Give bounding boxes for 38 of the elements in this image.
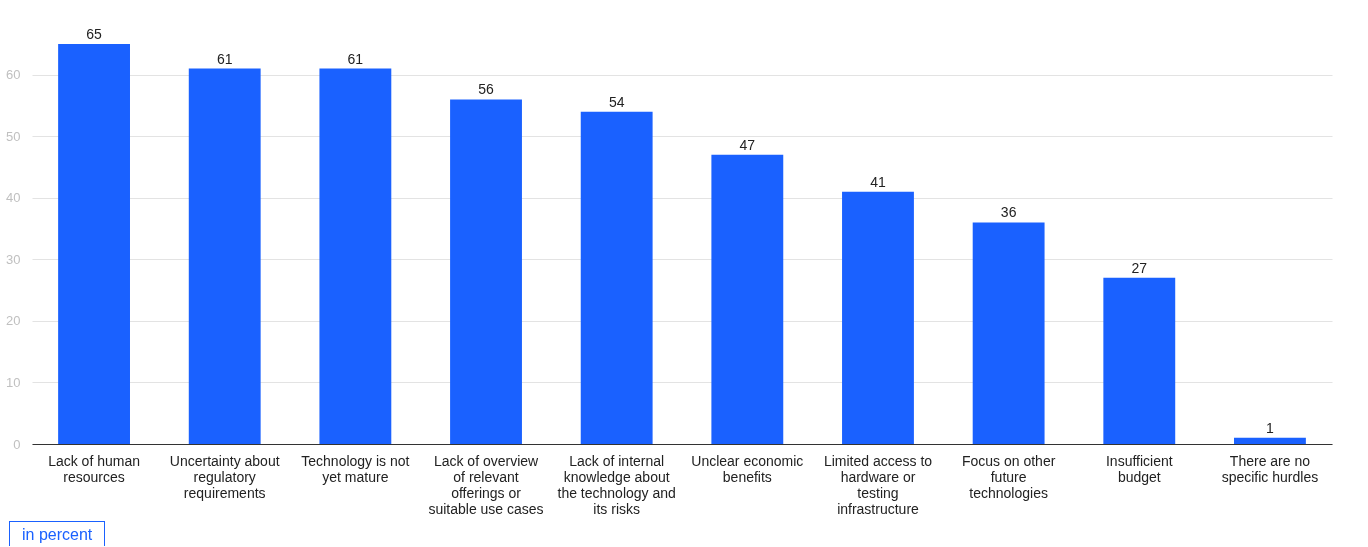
data-label: 41 <box>870 173 886 190</box>
bar <box>842 191 914 444</box>
data-label: 36 <box>1000 204 1017 221</box>
bar <box>58 44 130 444</box>
x-tick-label: Focus on other future technologies <box>961 452 1056 501</box>
x-tick-label: Uncertainty about regulatory requirements <box>169 452 280 501</box>
bar <box>1234 437 1306 444</box>
bar <box>1103 277 1176 444</box>
data-label: 65 <box>86 26 103 42</box>
bar <box>711 154 784 444</box>
x-tick-label: Technology is not yet mature <box>301 452 410 485</box>
bar <box>580 111 653 444</box>
data-label: 54 <box>608 93 625 110</box>
x-tick-label: Unclear economic benefits <box>691 452 804 485</box>
x-tick-label: Lack of overview of relevant offerings or suitable use cases <box>428 452 544 517</box>
data-label: 56 <box>478 81 495 98</box>
x-tick-label: Lack of internal knowledge about the technology and its risks <box>557 452 676 517</box>
y-tick-label: 0 <box>13 436 21 452</box>
y-tick-label: 60 <box>6 67 21 83</box>
x-tick-label: Insufficient budget <box>1105 452 1173 485</box>
y-tick-label: 20 <box>6 313 21 329</box>
data-label: 1 <box>1266 419 1275 436</box>
y-tick-label: 30 <box>6 251 21 267</box>
bar <box>188 68 261 444</box>
y-tick-label: 40 <box>6 190 21 206</box>
y-tick-label: 50 <box>6 128 21 144</box>
data-label: 47 <box>739 136 756 153</box>
y-tick-label: 10 <box>6 374 21 390</box>
x-tick-label: There are no specific hurdles <box>1221 452 1319 485</box>
bar <box>972 222 1045 444</box>
bar <box>450 99 522 444</box>
data-label: 61 <box>347 50 364 67</box>
text: in percent <box>9 521 106 546</box>
x-tick-label: Lack of human resources <box>48 452 140 485</box>
data-label: 61 <box>216 50 233 67</box>
x-tick-label: Limited access to hardware or testing infrastructure <box>823 452 933 517</box>
bar <box>319 68 392 444</box>
data-label: 27 <box>1131 259 1148 276</box>
